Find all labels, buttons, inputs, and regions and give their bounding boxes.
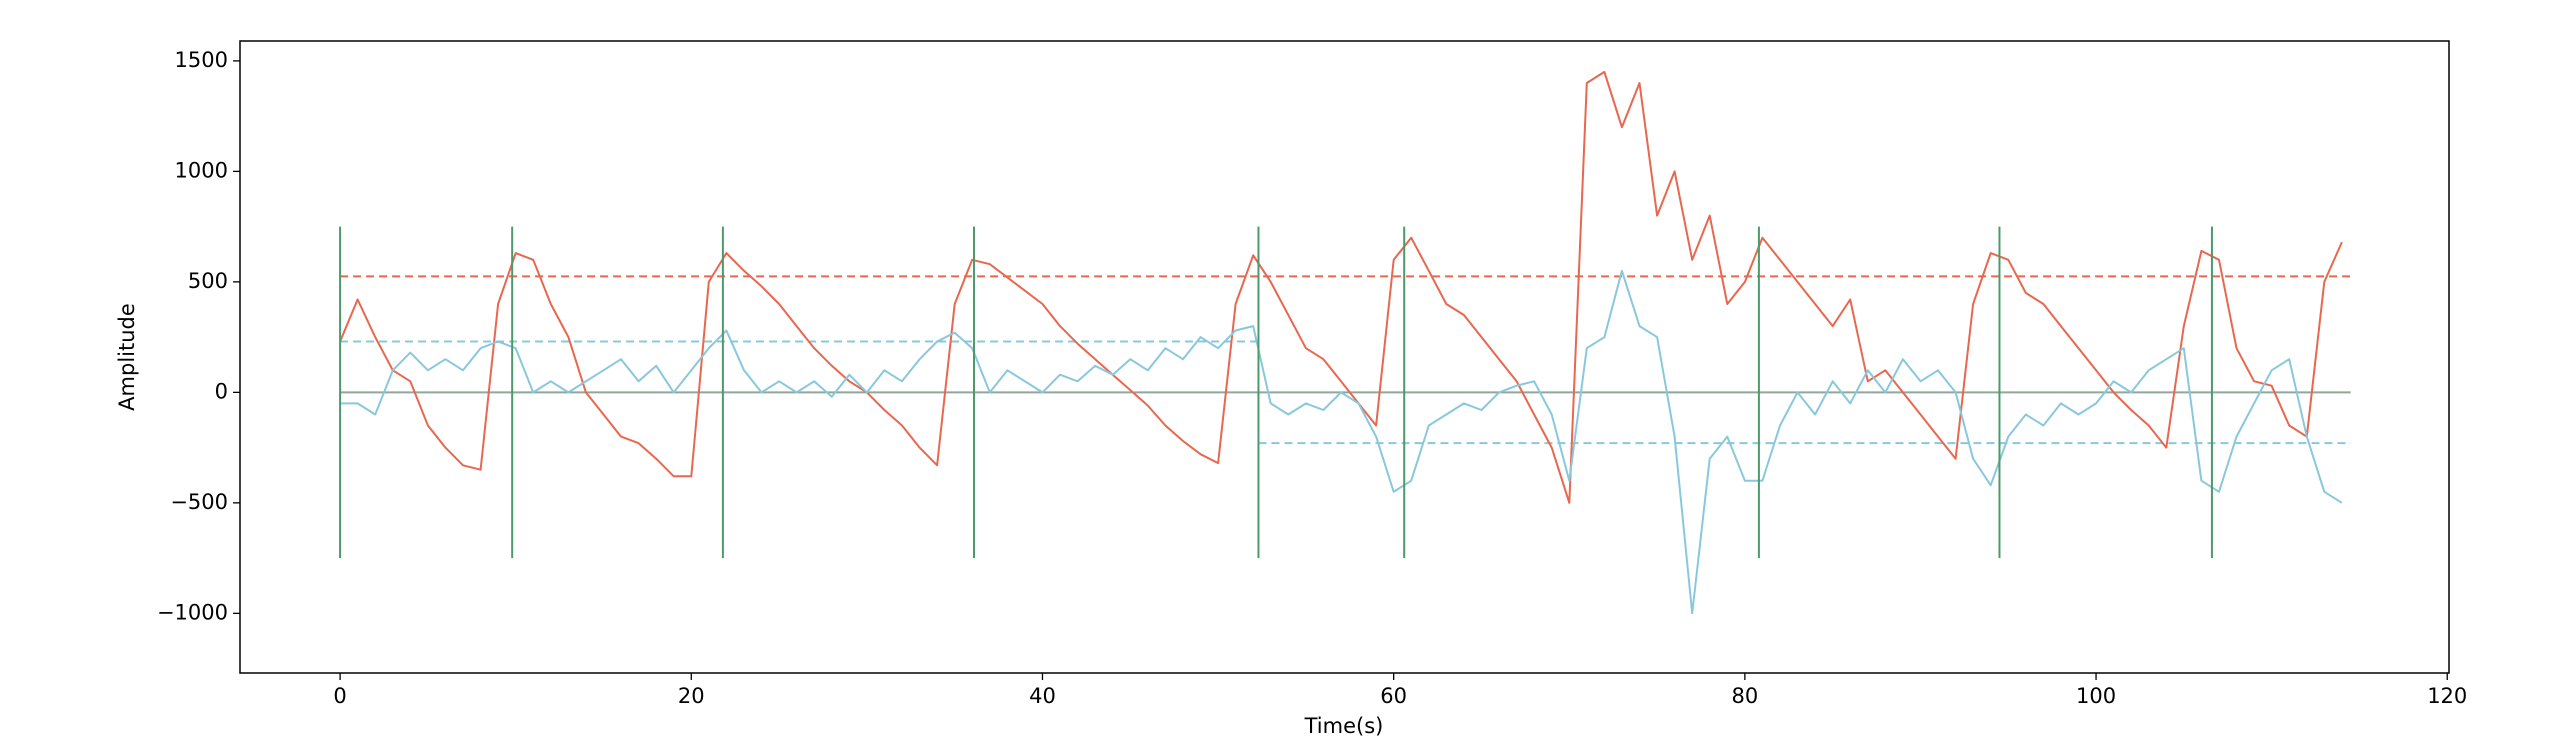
x-axis-label: Time(s) (1304, 714, 1384, 738)
x-tick-label: 100 (2076, 684, 2116, 708)
y-axis-label: Amplitude (115, 303, 139, 411)
y-tick-label: −500 (170, 490, 228, 514)
x-tick-label: 80 (1731, 684, 1758, 708)
y-tick-label: 1000 (175, 158, 228, 182)
y-tick-label: 1500 (175, 48, 228, 72)
y-tick-label: −1000 (157, 600, 228, 624)
x-tick-label: 20 (678, 684, 705, 708)
y-tick-label: 500 (188, 269, 228, 293)
plot-frame (239, 40, 2450, 674)
x-tick-label: 0 (333, 684, 346, 708)
series-line (339, 70, 2343, 504)
series-line (340, 269, 2343, 615)
x-tick-label: 120 (2427, 684, 2467, 708)
x-tick-label: 60 (1380, 684, 1407, 708)
y-tick-label: 0 (215, 379, 228, 403)
x-tick-label: 40 (1029, 684, 1056, 708)
